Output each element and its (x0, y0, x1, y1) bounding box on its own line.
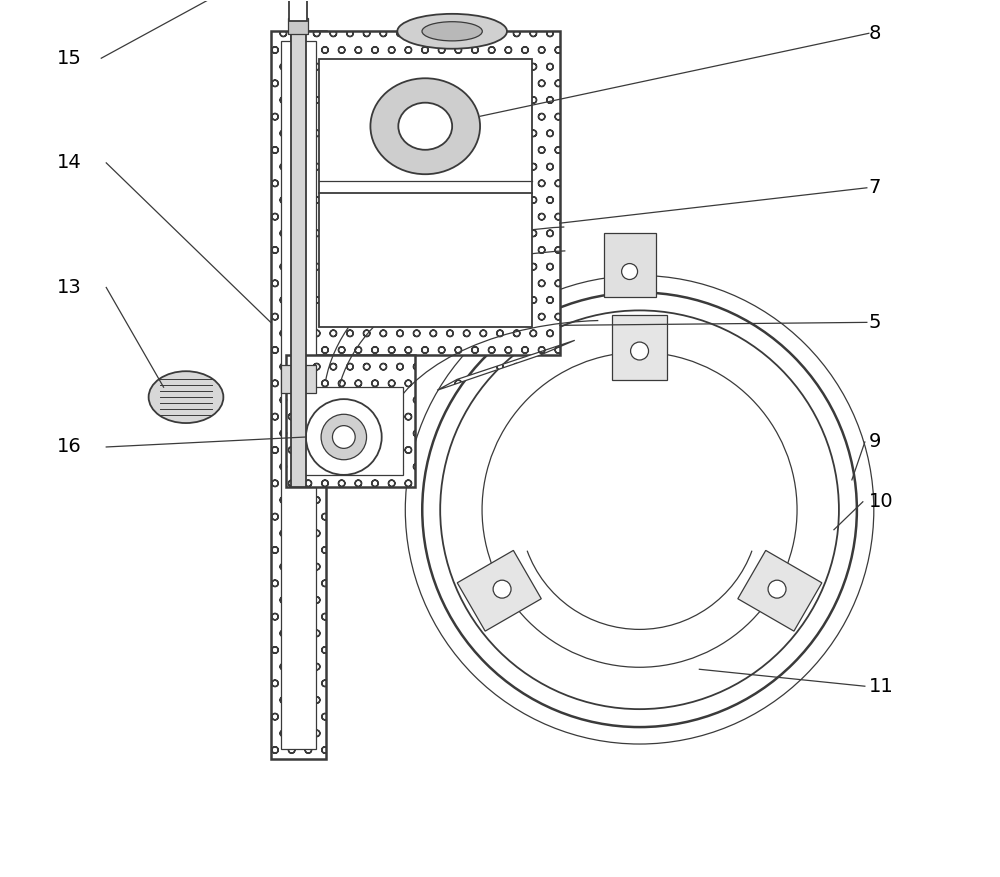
Bar (281, 365, 316, 393)
Polygon shape (612, 316, 667, 381)
Bar (319, 60, 532, 327)
Bar (288, 18, 308, 34)
Text: 7: 7 (869, 178, 881, 197)
Bar (291, 26, 306, 487)
Ellipse shape (397, 14, 507, 49)
Bar (604, 232, 656, 297)
Text: 10: 10 (869, 492, 893, 511)
Text: 11: 11 (869, 677, 894, 695)
Bar (298, 387, 403, 474)
Ellipse shape (398, 103, 452, 150)
Text: 14: 14 (56, 153, 81, 173)
Polygon shape (457, 551, 541, 631)
Circle shape (332, 425, 355, 448)
Polygon shape (437, 340, 575, 390)
Circle shape (321, 414, 367, 460)
Text: 13: 13 (56, 278, 81, 297)
Ellipse shape (370, 78, 480, 175)
Ellipse shape (149, 371, 223, 423)
Polygon shape (738, 551, 822, 631)
Bar (271, 32, 326, 759)
Text: 9: 9 (869, 432, 881, 452)
Circle shape (493, 581, 511, 598)
Circle shape (768, 581, 786, 598)
Bar (281, 41, 316, 749)
Circle shape (622, 264, 638, 280)
Circle shape (306, 399, 382, 474)
Circle shape (631, 342, 649, 360)
Text: 16: 16 (56, 438, 81, 456)
Circle shape (482, 353, 797, 667)
Text: 15: 15 (56, 49, 81, 68)
Bar (289, 0, 307, 21)
Circle shape (440, 310, 839, 709)
Text: 5: 5 (869, 313, 881, 332)
Bar (291, 32, 560, 355)
Ellipse shape (422, 22, 482, 41)
Bar (286, 355, 415, 487)
Text: 8: 8 (869, 24, 881, 43)
Circle shape (422, 292, 857, 727)
